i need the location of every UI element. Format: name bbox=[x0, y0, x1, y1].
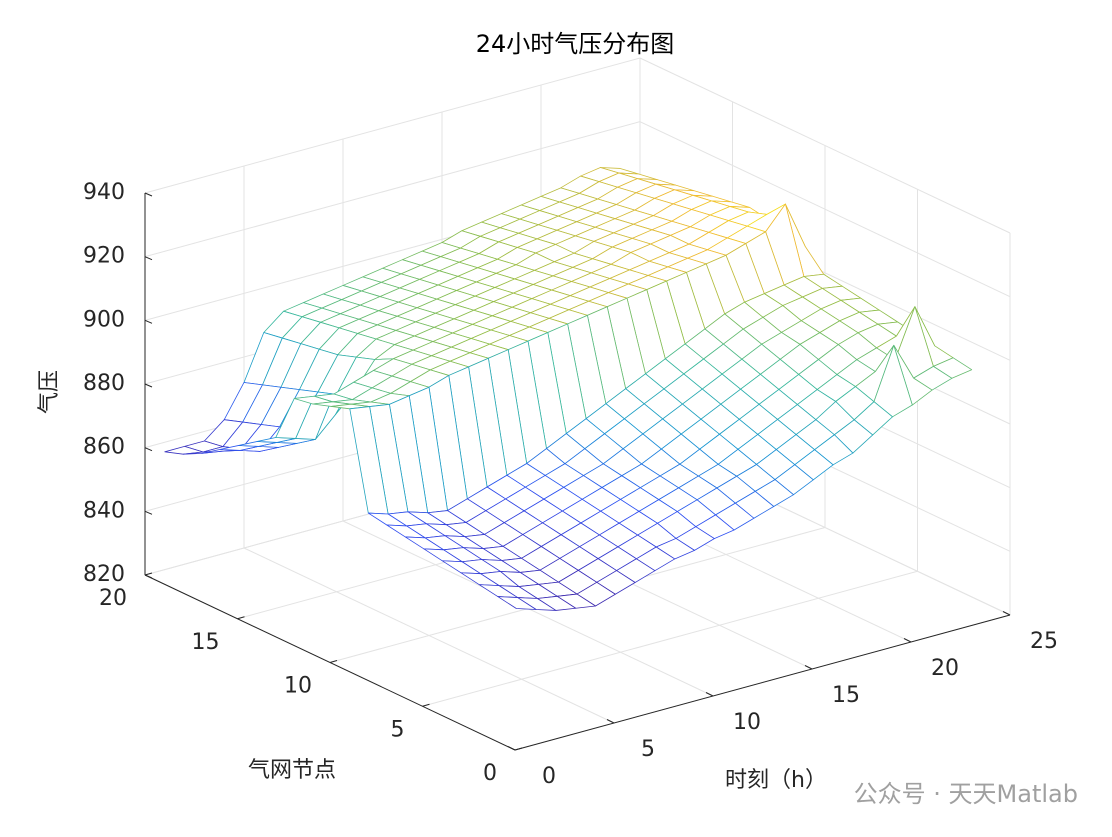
x-axis bbox=[514, 614, 1011, 751]
y-tick-label: 0 bbox=[483, 761, 497, 786]
grid-line bbox=[639, 121, 1011, 298]
z-tick bbox=[144, 574, 153, 579]
x-axis-label: 时刻（h） bbox=[725, 768, 827, 793]
grid-line bbox=[422, 570, 918, 707]
y-tick-label: 15 bbox=[192, 630, 220, 655]
z-tick bbox=[144, 192, 153, 197]
x-tick bbox=[606, 719, 615, 724]
mesh-cell bbox=[497, 596, 537, 610]
x-tick bbox=[1002, 611, 1011, 616]
grid-line bbox=[144, 57, 641, 194]
z-tick bbox=[144, 510, 153, 515]
z-tick-label: 860 bbox=[83, 435, 125, 460]
z-tick bbox=[144, 256, 153, 261]
chart-title: 24小时气压分布图 bbox=[476, 30, 675, 58]
x-tick-label: 25 bbox=[1030, 629, 1058, 654]
y-tick bbox=[237, 616, 245, 620]
z-tick bbox=[144, 319, 153, 324]
y-tick-label: 20 bbox=[99, 586, 127, 611]
z-tick bbox=[144, 383, 153, 388]
y-tick-label: 5 bbox=[391, 717, 405, 742]
z-tick-label: 840 bbox=[83, 498, 125, 523]
watermark: 公众号 · 天天Matlab bbox=[854, 780, 1078, 808]
z-tick-label: 940 bbox=[83, 180, 125, 205]
x-tick bbox=[705, 692, 714, 697]
y-tick bbox=[422, 703, 430, 707]
z-tick-label: 880 bbox=[83, 371, 125, 396]
y-tick bbox=[144, 572, 153, 576]
x-tick-label: 0 bbox=[542, 764, 556, 789]
y-tick bbox=[514, 747, 523, 751]
z-tick-label: 900 bbox=[83, 307, 125, 332]
x-tick-label: 15 bbox=[832, 683, 860, 708]
y-tick bbox=[329, 660, 338, 663]
z-tick bbox=[144, 447, 153, 452]
y-tick-label: 10 bbox=[284, 674, 312, 699]
x-tick bbox=[903, 638, 912, 643]
z-tick-label: 920 bbox=[83, 244, 125, 269]
x-tick-label: 20 bbox=[931, 656, 959, 681]
z-tick-label: 820 bbox=[83, 562, 125, 587]
x-tick bbox=[507, 746, 516, 751]
grid-line bbox=[144, 121, 641, 258]
y-axis-label: 气网节点 bbox=[248, 758, 336, 783]
x-tick-label: 10 bbox=[733, 710, 761, 735]
x-tick-label: 5 bbox=[641, 737, 655, 762]
grid-line bbox=[639, 57, 1011, 234]
x-tick bbox=[804, 665, 813, 670]
z-axis-label: 气压 bbox=[37, 370, 62, 414]
